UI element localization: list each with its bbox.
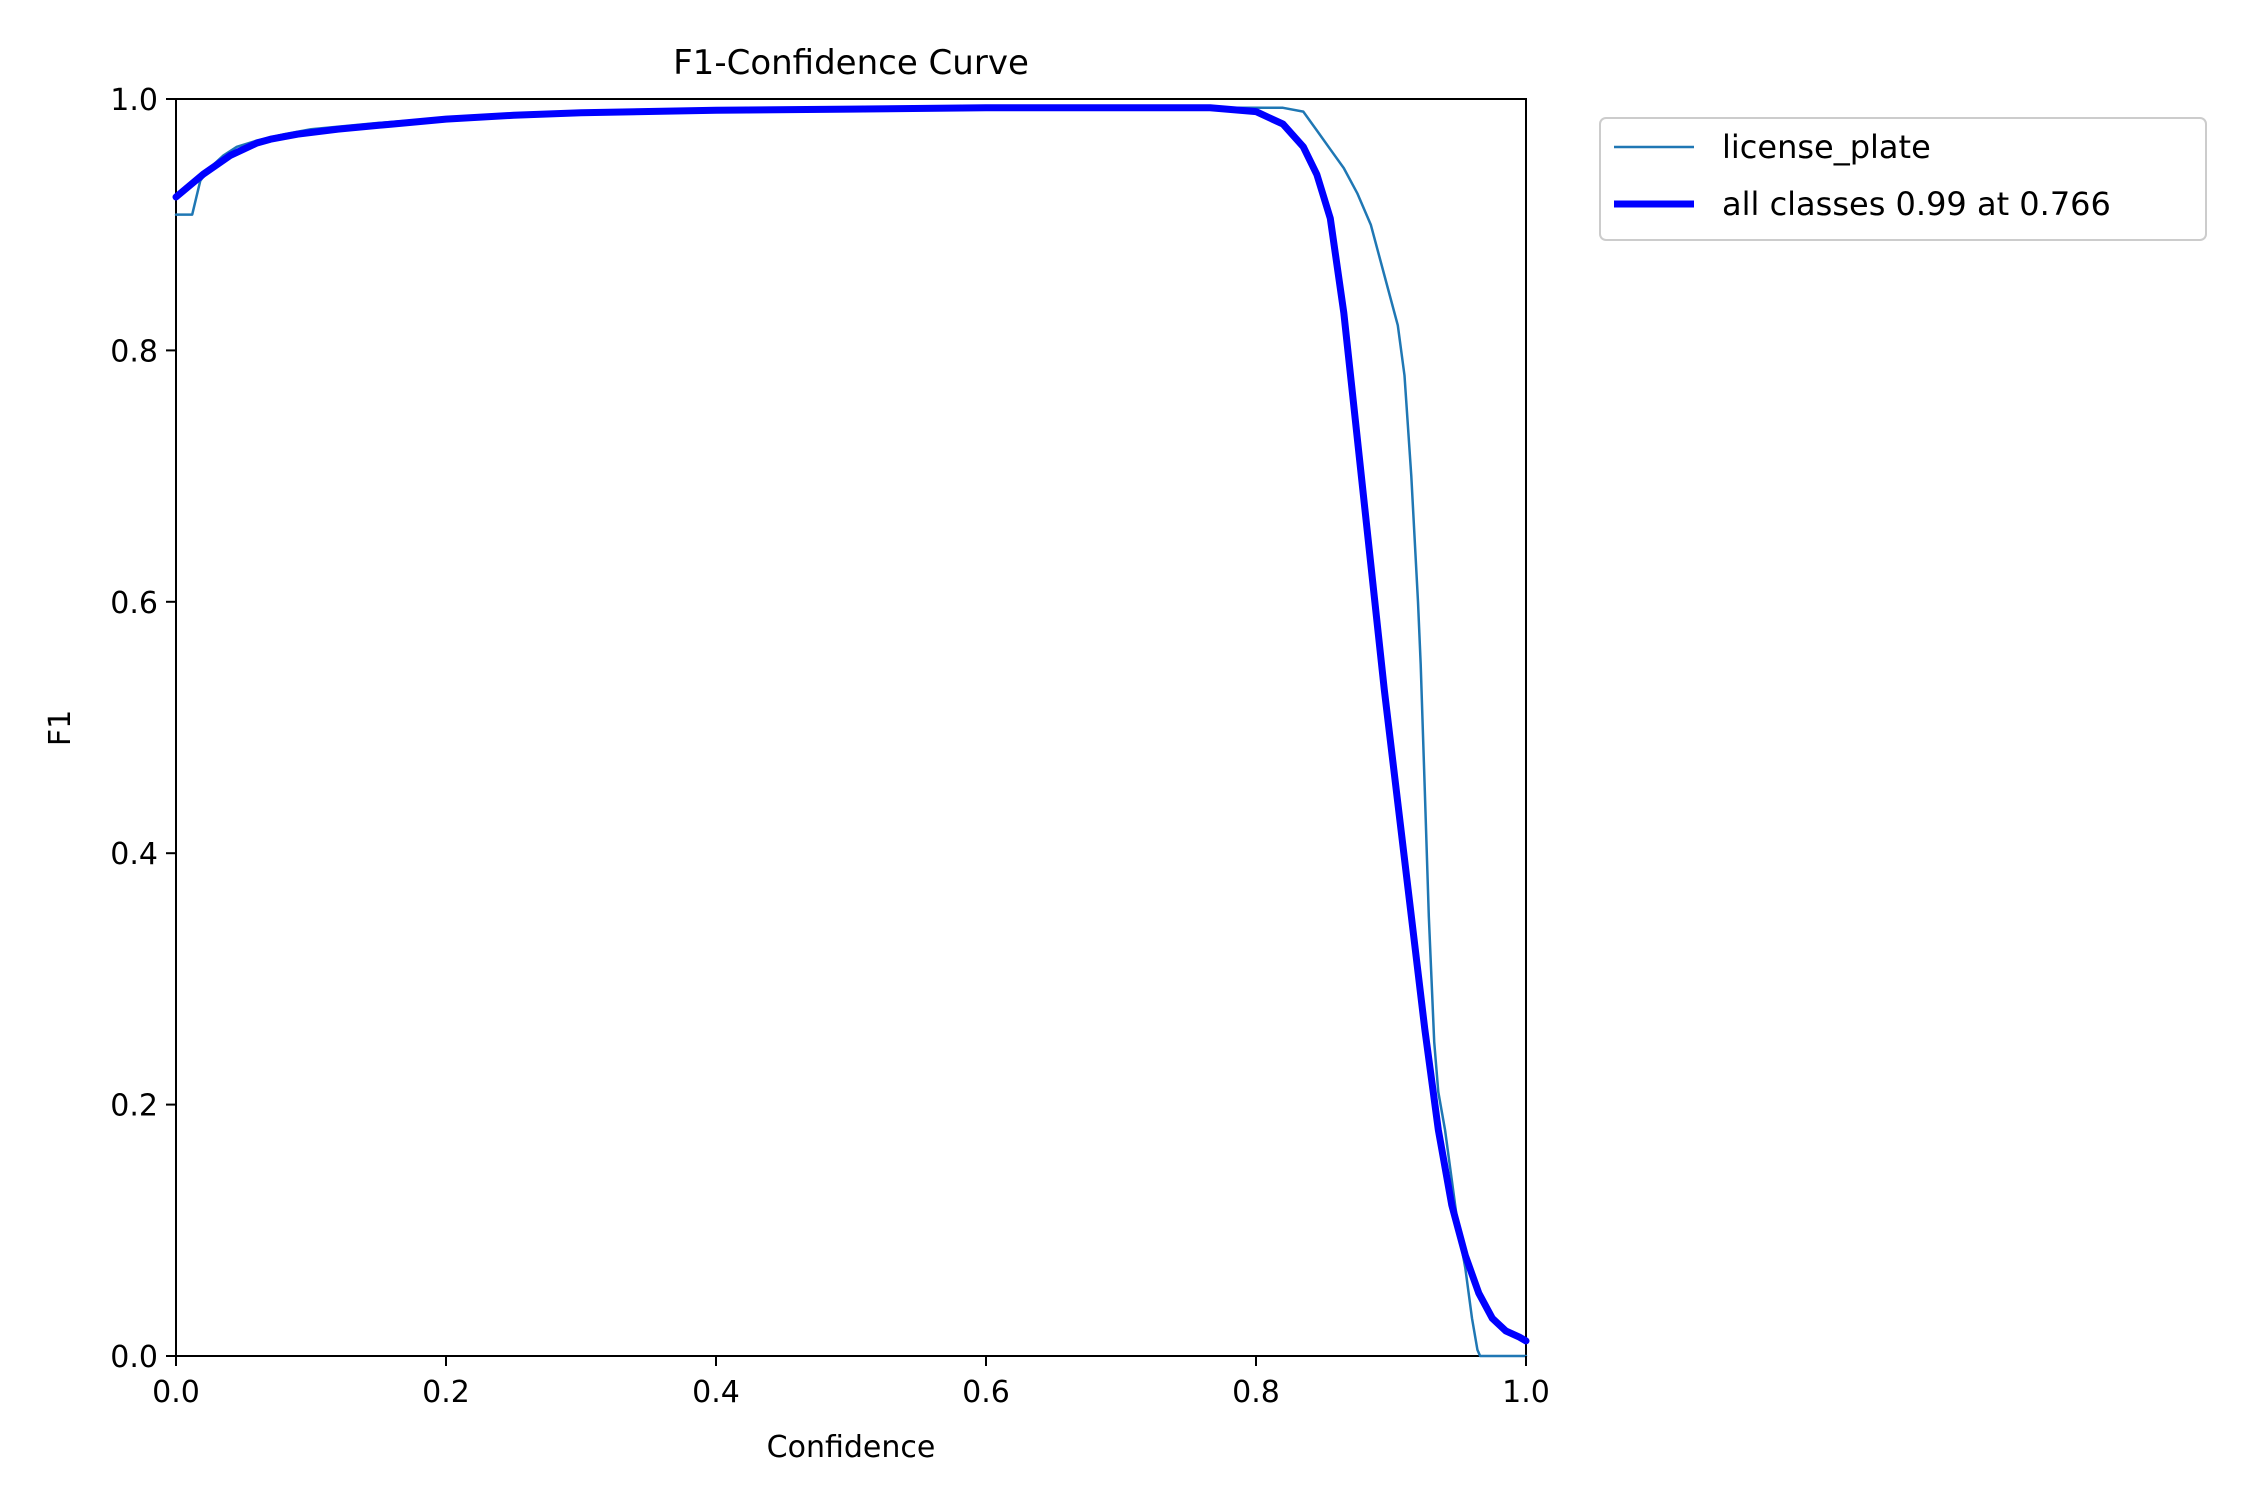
y-tick-label: 1.0: [110, 83, 158, 118]
x-tick-label: 0.6: [962, 1375, 1010, 1410]
y-tick-label: 0.2: [110, 1089, 158, 1124]
plot-area: [172, 98, 1530, 1358]
y-tick-label: 0.0: [110, 1340, 158, 1375]
x-tick-label: 0.2: [422, 1375, 470, 1410]
x-tick-label: 0.8: [1232, 1375, 1280, 1410]
y-axis-label: F1: [43, 710, 78, 746]
x-axis-label: Confidence: [767, 1430, 936, 1465]
legend-label: all classes 0.99 at 0.766: [1722, 185, 2111, 223]
plot-frame: [175, 98, 1527, 1357]
legend-box: [1599, 117, 2207, 241]
x-axis-ticks: 0.0 0.2 0.4 0.6 0.8 1.0: [152, 1356, 1550, 1410]
x-tick-label: 0.0: [152, 1375, 200, 1410]
y-tick-label: 0.8: [110, 334, 158, 369]
x-tick-label: 1.0: [1502, 1375, 1550, 1410]
x-tick-label: 0.4: [692, 1375, 740, 1410]
chart-title: F1-Confidence Curve: [673, 43, 1029, 83]
series-line-all-classes: [172, 104, 1530, 1345]
legend-label: license_plate: [1722, 128, 1931, 166]
y-tick-label: 0.6: [110, 586, 158, 621]
y-tick-label: 0.4: [110, 837, 158, 872]
series-layer: [172, 104, 1530, 1358]
y-axis-ticks: 0.0 0.2 0.4 0.6 0.8 1.0: [110, 83, 176, 1375]
